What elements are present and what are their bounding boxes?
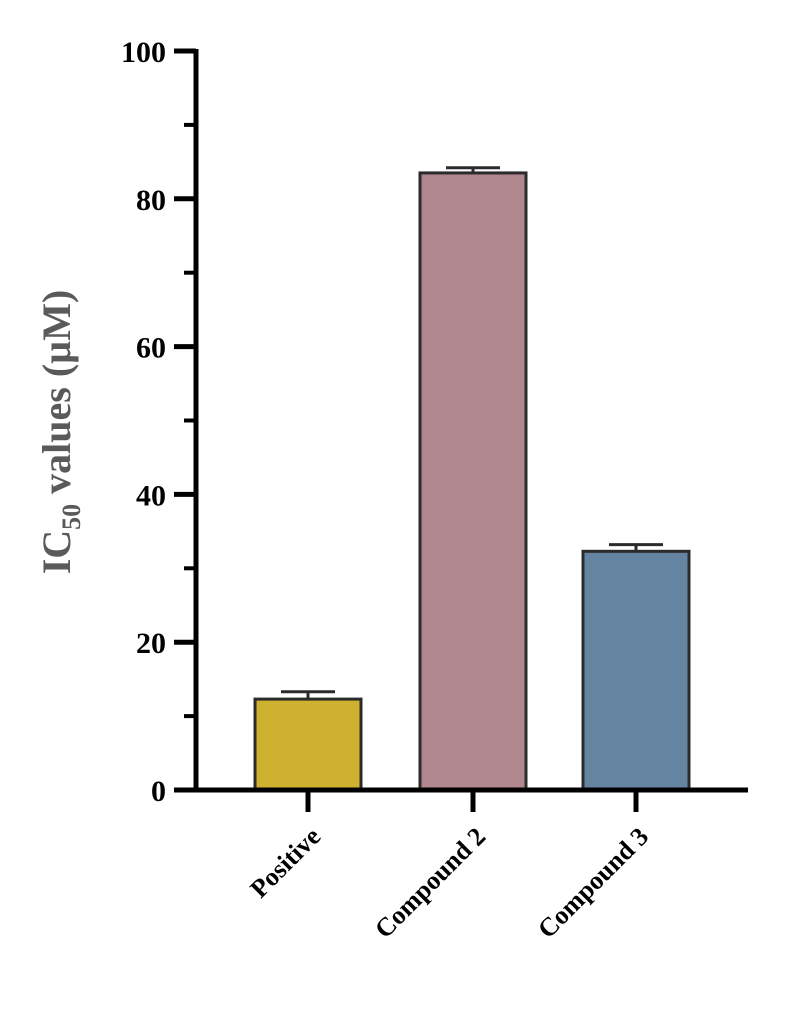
x-tick-label: Compound 2 xyxy=(369,822,491,944)
bar-compound-3 xyxy=(581,549,691,792)
y-axis-title-subscript: 50 xyxy=(57,504,86,530)
y-tick-label: 20 xyxy=(136,627,166,660)
y-tick-label: 40 xyxy=(136,479,166,512)
x-tick-label: Positive xyxy=(244,822,326,904)
y-axis-title-group: IC50 values (µM) xyxy=(34,290,86,575)
y-tick-label: 100 xyxy=(121,36,166,69)
bar-positive xyxy=(253,697,363,792)
axes-layer xyxy=(174,48,748,812)
x-tick-label: Compound 3 xyxy=(532,822,654,944)
y-tick-label: 80 xyxy=(136,184,166,217)
labels-layer: 0 20 40 60 80 100 Positive Compound 2 Compound 3 xyxy=(121,36,654,944)
y-axis-title-main: IC xyxy=(34,530,79,574)
y-tick-label: 60 xyxy=(136,332,166,365)
y-tick-label: 0 xyxy=(151,775,166,808)
bar-compound-2 xyxy=(418,171,528,792)
y-axis-title: IC50 values (µM) xyxy=(34,290,86,575)
y-axis-title-rest: values (µM) xyxy=(34,290,79,504)
bars-layer xyxy=(253,166,691,792)
